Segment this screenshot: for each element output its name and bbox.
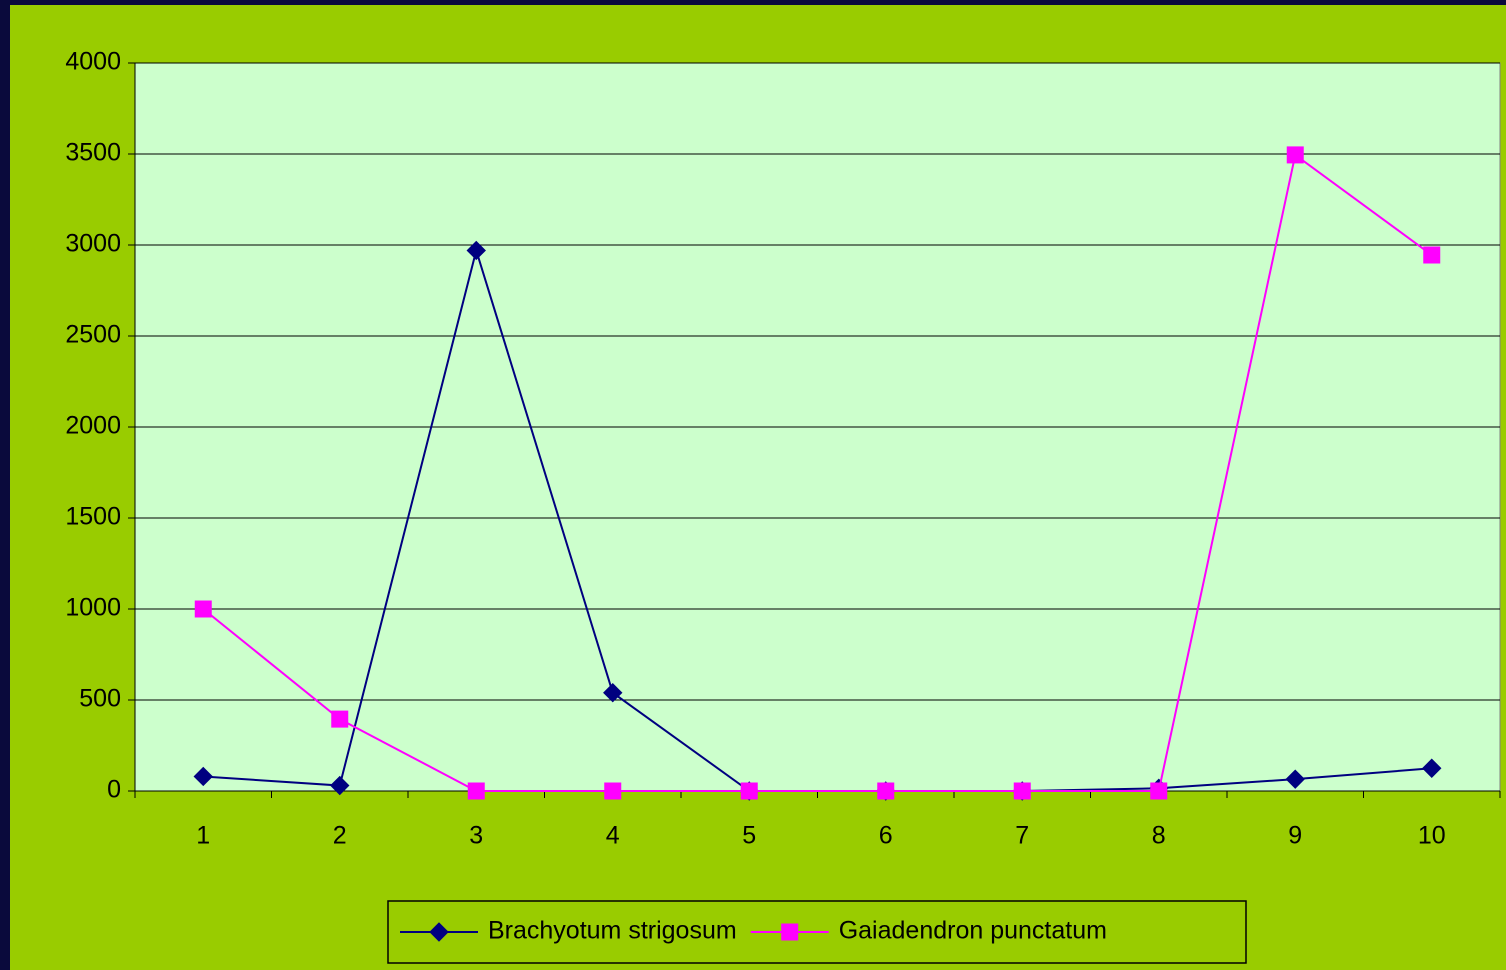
y-tick-label: 1000 (65, 594, 121, 622)
y-tick-label: 3000 (65, 230, 121, 258)
data-point (1423, 246, 1441, 264)
x-tick-label: 3 (469, 822, 483, 850)
data-point (1422, 758, 1442, 778)
data-point (604, 782, 622, 800)
data-point (1150, 782, 1168, 800)
data-point (331, 710, 349, 728)
y-tick-label: 1500 (65, 503, 121, 531)
y-tick-label: 0 (107, 776, 121, 804)
y-tick-label: 3500 (65, 139, 121, 167)
legend-label: Brachyotum strigosum (488, 917, 737, 945)
data-point (1285, 769, 1305, 789)
data-point (194, 600, 212, 618)
x-tick-label: 2 (333, 822, 347, 850)
x-tick-label: 1 (196, 822, 210, 850)
x-tick-label: 8 (1152, 822, 1166, 850)
x-tick-label: 10 (1418, 822, 1446, 850)
legend: Brachyotum strigosum Gaiadendron punctatu… (387, 900, 1247, 964)
legend-marker (429, 922, 449, 942)
legend-label: Gaiadendron punctatum (839, 917, 1107, 945)
data-point (193, 766, 213, 787)
x-tick-label: 7 (1015, 822, 1029, 850)
x-tick-label: 5 (742, 822, 756, 850)
x-tick-label: 4 (606, 822, 620, 850)
y-tick-label: 4000 (65, 48, 121, 76)
legend-marker (781, 923, 799, 941)
data-point (1286, 146, 1304, 164)
y-tick-label: 500 (79, 685, 121, 713)
data-point (603, 683, 623, 703)
data-point (467, 782, 485, 800)
data-point (466, 240, 486, 261)
data-point (330, 775, 350, 796)
x-tick-label: 9 (1288, 822, 1302, 850)
data-point (740, 782, 758, 800)
data-point (877, 782, 895, 800)
series-line (202, 153, 1433, 792)
x-tick-label: 6 (879, 822, 893, 850)
data-point (1013, 782, 1031, 800)
y-tick-label: 2500 (65, 321, 121, 349)
y-tick-label: 2000 (65, 412, 121, 440)
